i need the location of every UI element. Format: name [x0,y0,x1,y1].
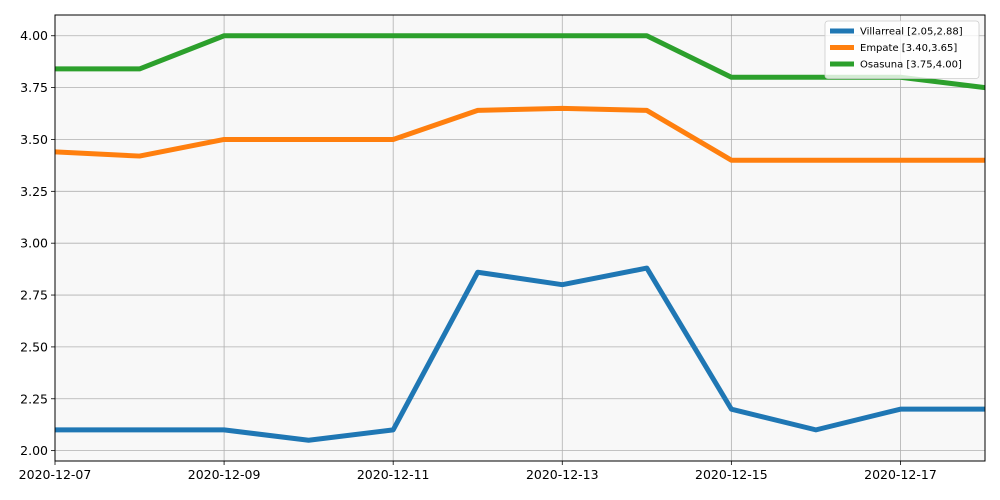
y-tick-label: 3.25 [20,184,48,199]
series-line-1 [54,105,985,163]
y-tick-label: 3.00 [20,236,48,251]
x-tick-label: 2020-12-09 [188,467,261,482]
legend-label: Villarreal [2.05,2.88] [860,27,963,38]
y-tick-label: 2.50 [20,339,48,354]
series-line-0 [55,265,985,443]
x-tick-label: 2020-12-17 [864,467,937,482]
y-tick-label: 3.75 [20,80,48,95]
legend-label: Osasuna [3.75,4.00] [860,60,962,71]
y-axis-ticks: 2.00 2.25 2.50 2.75 3.00 3.25 3.50 3.75 4.00 [20,28,55,458]
x-axis-ticks: 2020-12-07 2020-12-09 2020-12-11 2020-12-13… [19,461,937,482]
y-tick-label: 4.00 [20,28,48,43]
x-tick-label: 2020-12-07 [19,467,92,482]
y-tick-label: 2.75 [20,288,48,303]
x-tick-label: 2020-12-11 [357,467,430,482]
legend: Villarreal [2.05,2.88] Empate [3.40,3.65]… [824,20,980,79]
plot-frame [54,14,986,462]
y-tick-label: 2.00 [20,443,48,458]
plot-background [55,15,985,461]
x-tick-label: 2020-12-15 [695,467,768,482]
legend-label: Empate [3.40,3.65] [860,43,957,54]
y-tick-label: 2.25 [20,391,48,406]
y-tick-label: 3.50 [20,132,48,147]
legend-box [824,20,980,79]
y-gridlines [55,35,985,452]
x-tick-label: 2020-12-13 [526,467,599,482]
